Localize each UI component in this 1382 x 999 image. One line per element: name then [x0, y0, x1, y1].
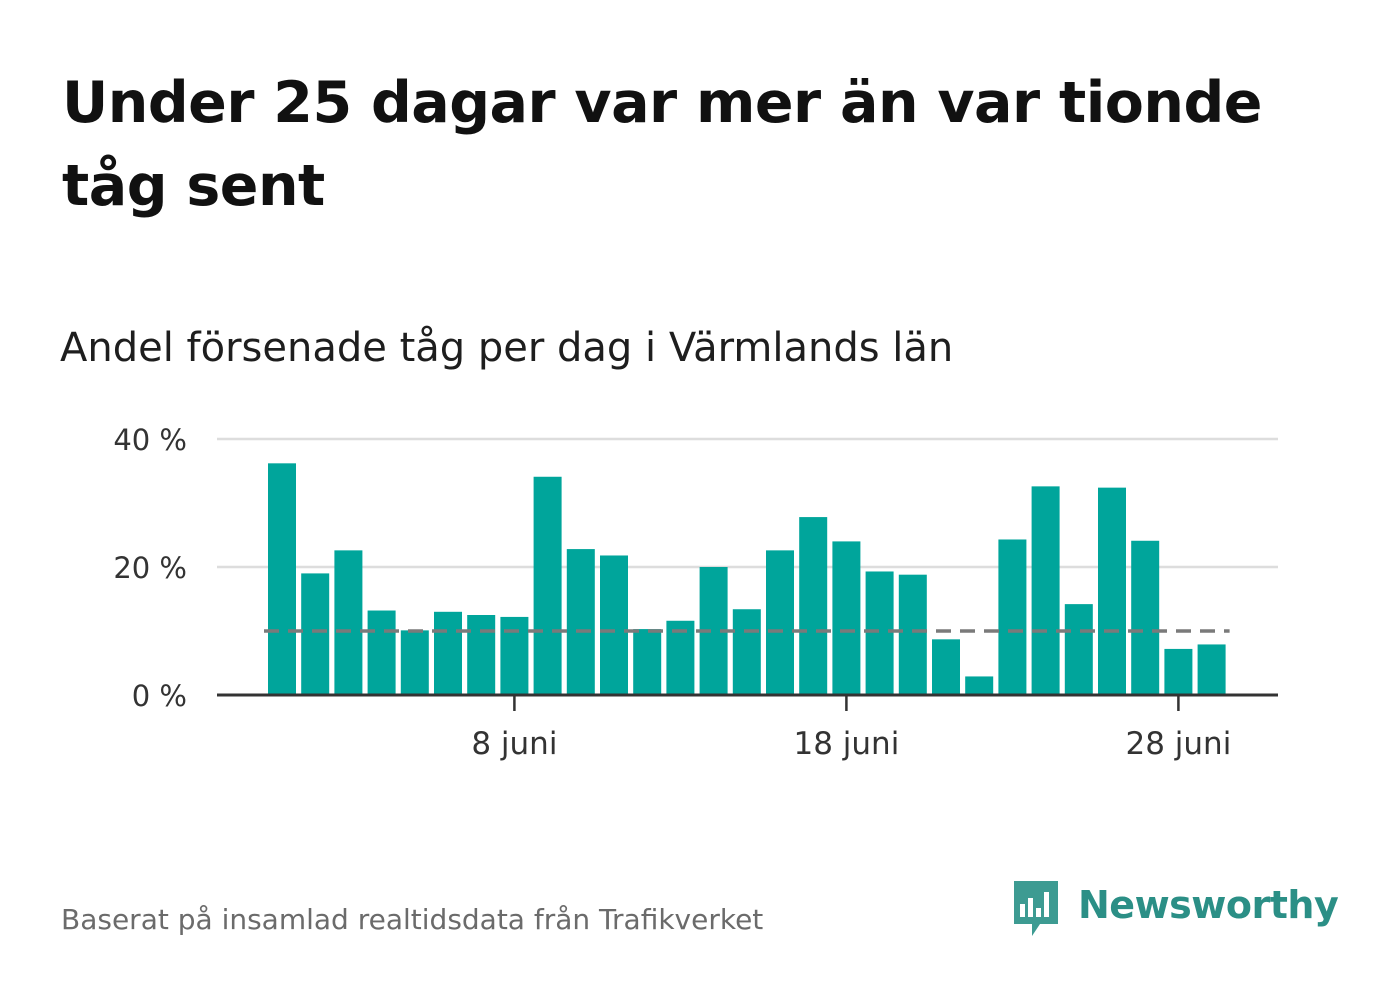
bar [533, 476, 562, 695]
y-tick-label: 40 % [113, 423, 187, 457]
bar [965, 676, 994, 695]
bar [367, 610, 396, 695]
bar [434, 611, 462, 695]
bar [666, 620, 695, 695]
bar [799, 517, 828, 695]
x-tick-label: 8 juni [471, 726, 557, 762]
bar-chart-speech-bubble-icon [1014, 881, 1058, 936]
bar [400, 630, 429, 695]
brand-name: Newsworthy [1078, 883, 1339, 927]
x-tick-label: 28 juni [1125, 726, 1231, 762]
x-tick-label: 18 juni [793, 726, 899, 762]
axes: 0 % 20 % 40 % 8 juni 18 juni 28 juni [113, 423, 1278, 762]
bar [500, 616, 529, 695]
bar [301, 573, 330, 695]
bar [467, 615, 496, 695]
source-note: Baserat på insamlad realtidsdata från Tr… [61, 903, 764, 936]
y-tick-label: 0 % [132, 679, 187, 713]
bar [600, 555, 628, 695]
bar [766, 550, 794, 695]
brand-logo: Newsworthy [1010, 878, 1339, 942]
bar [832, 541, 861, 695]
chart-subtitle: Andel försenade tåg per dag i Värmlands … [60, 325, 954, 371]
bar [1164, 648, 1193, 695]
bar-chart: 0 % 20 % 40 % 8 juni 18 juni 28 juni [113, 423, 1278, 762]
bar [932, 639, 960, 695]
bars [268, 463, 1226, 695]
bar [1131, 540, 1160, 695]
bar [1031, 486, 1060, 695]
bar [1064, 604, 1093, 695]
bar [268, 463, 296, 695]
bar [1098, 487, 1126, 695]
bar [633, 629, 662, 695]
bar [566, 549, 595, 695]
bar [334, 550, 363, 695]
bar [998, 539, 1027, 695]
bar [732, 609, 761, 695]
bar [1197, 644, 1226, 695]
bar [865, 571, 894, 695]
y-tick-label: 20 % [113, 551, 187, 585]
bar [898, 574, 927, 695]
chart-title: Under 25 dagar var mer än var tionde tåg… [62, 70, 1262, 219]
